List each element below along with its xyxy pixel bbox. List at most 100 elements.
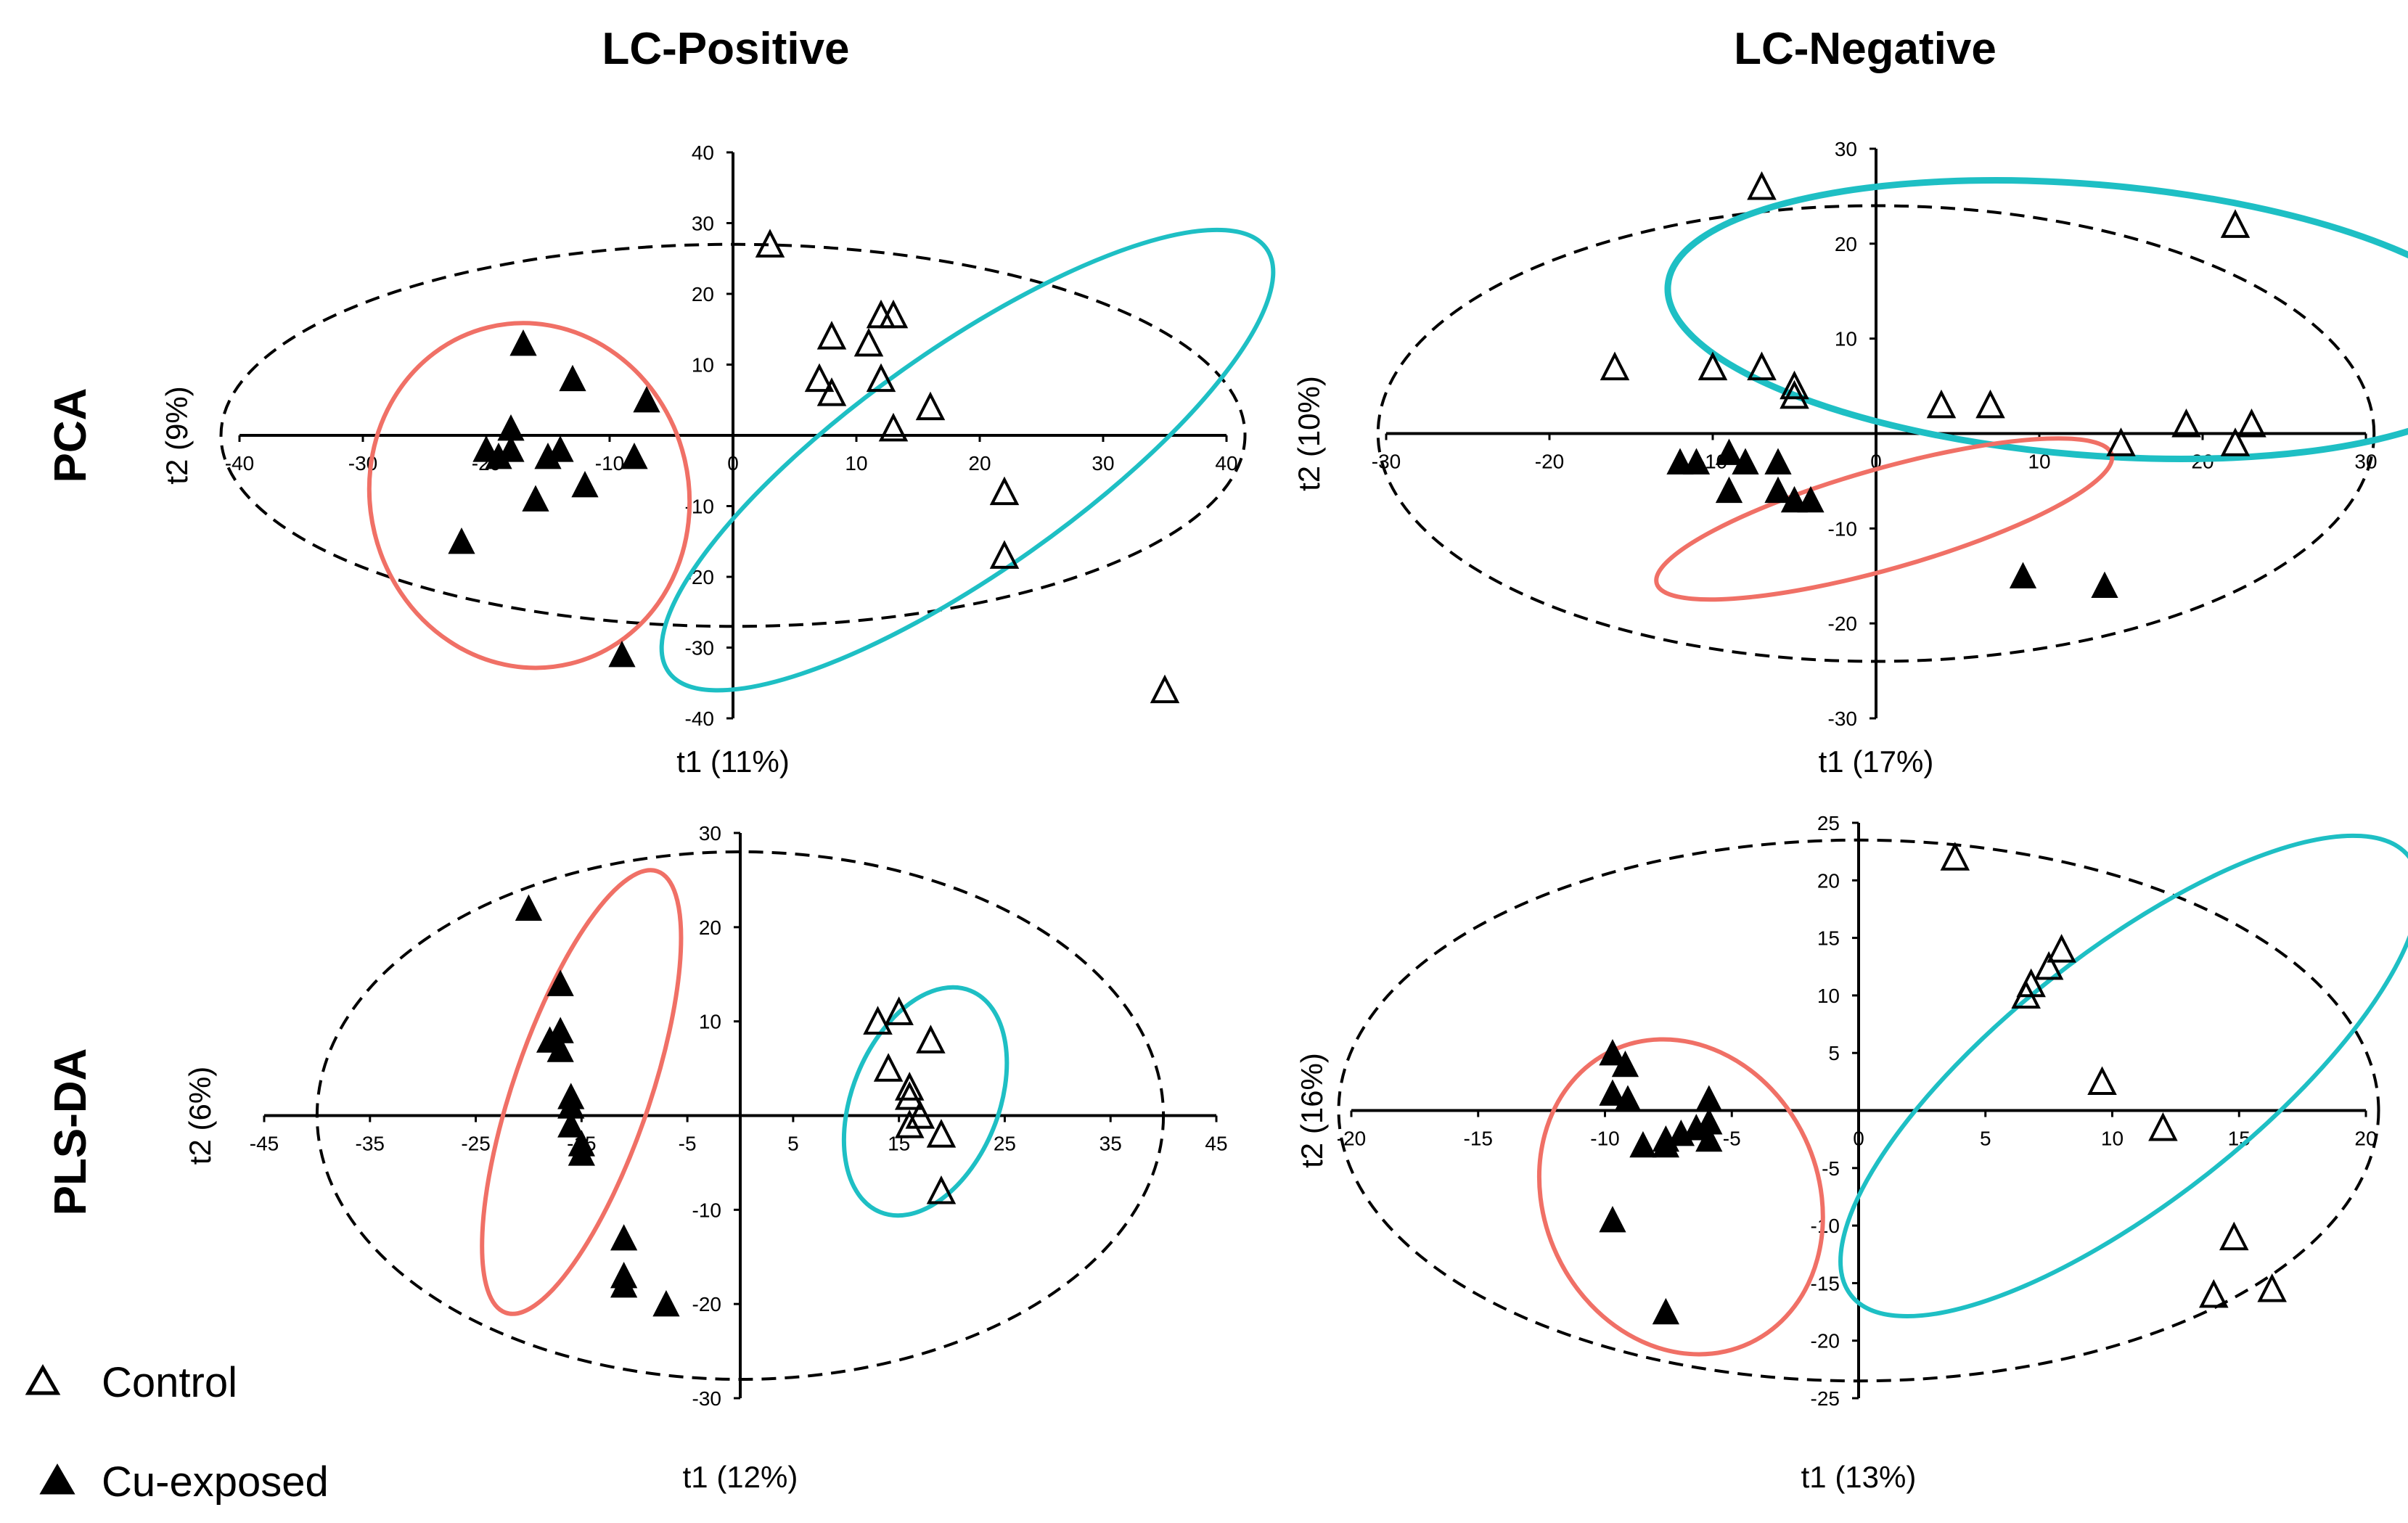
cu-exposed-group-ellipse (1654, 436, 2115, 602)
control-point (2011, 980, 2041, 1009)
control-point (2034, 951, 2064, 980)
cu-exposed-point (515, 894, 543, 921)
x-tick-label: 25 (994, 1133, 1016, 1155)
control-point (1747, 351, 1777, 381)
control-point (926, 1119, 957, 1148)
cu-exposed-point (2091, 571, 2118, 598)
cu-exposed-point (1780, 485, 1809, 513)
cu-exposed-point (1682, 448, 1711, 475)
x-tick-label: -45 (250, 1133, 279, 1155)
control-point (1940, 842, 1970, 871)
cu-exposed-point (1652, 1297, 1680, 1325)
x-tick-label: -5 (679, 1133, 697, 1155)
y-tick-label: 10 (1835, 328, 1857, 350)
cu-exposed-point (1764, 448, 1792, 475)
x-tick-label: -10 (1590, 1128, 1619, 1150)
x-tick-label: -15 (1464, 1128, 1493, 1150)
row-label-pca: PCA (46, 388, 96, 483)
y-axis-label: t2 (16%) (1295, 1053, 1329, 1168)
cu-exposed-point (652, 1289, 680, 1317)
control-point (878, 412, 909, 442)
control-point (873, 1053, 904, 1082)
panel-3: -20 -15 -10 -5 0 5 10 15 20-25-20-15-10-55101520… (1295, 812, 2408, 1494)
cu-exposed-point (1629, 1130, 1657, 1158)
control-point (2257, 1273, 2287, 1302)
y-tick-label: -5 (1822, 1157, 1840, 1180)
x-axis-label: t1 (13%) (1801, 1460, 1917, 1494)
column-title-lc-positive: LC-Positive (602, 24, 849, 74)
y-tick-label: -30 (1828, 707, 1857, 730)
control-point (1780, 370, 1809, 400)
panel-2: -45-35-25-15-5515253545-30-20-10102030t1… (183, 822, 1228, 1494)
y-tick-label: -20 (1811, 1330, 1840, 1352)
x-tick-label: -35 (356, 1133, 385, 1155)
x-tick-label: 0 (1853, 1128, 1864, 1150)
control-point (2106, 427, 2136, 456)
cu-exposed-point (2009, 562, 2037, 588)
x-tick-label: 20 (2354, 1128, 2377, 1150)
control-point (1926, 389, 1957, 419)
x-axis-label: t1 (11%) (676, 744, 790, 779)
control-point (2219, 1221, 2249, 1251)
x-tick-label: -5 (1723, 1128, 1741, 1150)
cu-exposed-point (610, 1224, 638, 1251)
y-tick-label: 15 (1817, 927, 1840, 950)
control-point (863, 1006, 893, 1035)
control-point (2220, 427, 2251, 456)
control-point (2199, 1278, 2229, 1308)
y-tick-label: 10 (699, 1011, 721, 1033)
control-point (2047, 934, 2076, 963)
cu-exposed-point (1715, 438, 1743, 465)
control-point (2237, 409, 2266, 438)
cu-exposed-point (1797, 485, 1825, 513)
plot-panels: -40 -30 -20 -10 0 10 20 30 40 -40 -30 -20 -10 10 20 30 4… (160, 138, 2408, 1494)
cu-exposed-point (448, 527, 475, 554)
control-point (804, 363, 835, 393)
control-point (916, 1025, 946, 1054)
control-point (1600, 351, 1630, 381)
y-axis-label: t2 (9%) (160, 386, 194, 484)
x-tick-label: 40 (1215, 452, 1237, 475)
y-tick-label: 10 (1817, 985, 1840, 1007)
y-tick-label: -20 (692, 1293, 721, 1315)
control-point (989, 540, 1020, 569)
control-point (1975, 389, 2005, 419)
y-tick-label: -15 (1811, 1272, 1840, 1294)
cu-exposed-point (1695, 1085, 1723, 1112)
cu-exposed-point (621, 443, 648, 469)
cu-exposed-point (546, 969, 574, 996)
y-tick-label: -20 (1828, 612, 1857, 635)
cu-exposed-point (1695, 1125, 1723, 1152)
control-point (2148, 1112, 2178, 1141)
control-point (915, 391, 946, 421)
panel-0: -40 -30 -20 -10 0 10 20 30 40-40-30-20-101020304… (160, 141, 1276, 779)
y-axis-label: t2 (10%) (1292, 376, 1326, 491)
y-tick-label: 20 (1817, 869, 1840, 892)
y-tick-label: 20 (699, 916, 721, 939)
control-group-ellipse (659, 227, 1276, 693)
control-point (1780, 379, 1809, 409)
cu-exposed-point (557, 1111, 585, 1138)
control-point (866, 299, 896, 329)
x-axis-label: t1 (17%) (1819, 744, 1934, 779)
y-tick-label: 30 (692, 213, 714, 235)
x-tick-label: -20 (1337, 1128, 1366, 1150)
control-point (866, 363, 896, 393)
control-group-ellipse (1664, 177, 2408, 462)
control-point (1747, 171, 1777, 200)
control-group-ellipse (841, 985, 1010, 1218)
legend: Control Cu-exposed (25, 1359, 329, 1506)
column-title-lc-negative: LC-Negative (1734, 24, 1997, 74)
control-point (926, 1175, 957, 1204)
y-tick-label: -10 (692, 1199, 721, 1221)
legend-exposed-label: Cu-exposed (102, 1458, 329, 1506)
legend-exposed-marker (39, 1464, 75, 1495)
control-point (884, 996, 914, 1025)
x-tick-label: -10 (595, 452, 624, 475)
y-tick-label: 10 (692, 354, 714, 377)
cu-exposed-point (568, 1139, 595, 1166)
control-point (755, 229, 785, 258)
control-point (853, 327, 884, 357)
cu-exposed-point (534, 443, 562, 469)
